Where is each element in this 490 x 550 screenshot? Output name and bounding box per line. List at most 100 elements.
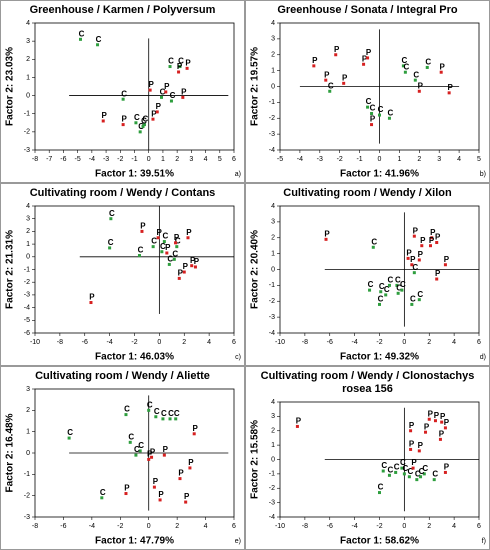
y-axis-label: Factor 2: 15.58% (250, 420, 261, 499)
x-tick-label: -8 (302, 523, 308, 530)
point (381, 469, 385, 473)
point-label: P (296, 417, 302, 426)
point-label: P (444, 418, 450, 427)
x-tick-label: -3 (103, 156, 109, 163)
x-tick-label: 2 (427, 339, 431, 346)
point (147, 408, 151, 412)
point-label: C (395, 275, 401, 284)
point (78, 37, 82, 41)
point (422, 472, 426, 476)
point-label: C (141, 117, 147, 126)
y-tick-label: -1 (24, 266, 30, 273)
point (124, 413, 128, 417)
y-tick-label: -1 (24, 471, 30, 478)
point (192, 432, 196, 436)
panel-label: c) (235, 354, 241, 361)
point (140, 229, 144, 233)
point (147, 457, 151, 461)
point (169, 99, 173, 103)
point (124, 492, 128, 496)
point (178, 65, 182, 69)
point-label: P (444, 463, 450, 472)
point-label: C (143, 115, 149, 124)
y-tick-label: -3 (24, 147, 30, 154)
point-label: P (151, 109, 157, 118)
point-label: C (67, 428, 73, 437)
point (295, 424, 299, 428)
panel: Cultivating room / Wendy / Contans -10 -8-… (0, 183, 245, 366)
y-tick-label: -3 (24, 514, 30, 521)
point (121, 123, 125, 127)
point-label: P (102, 111, 108, 120)
panel-label: e) (235, 538, 241, 545)
point-label: P (194, 257, 200, 266)
point (148, 88, 152, 92)
point (417, 449, 421, 453)
y-tick-label: -5 (24, 317, 30, 324)
x-axis-label: Factor 1: 46.03% (95, 352, 174, 363)
point-label: P (156, 102, 162, 111)
point (155, 110, 159, 114)
point-label: C (379, 282, 385, 291)
point-label: C (124, 405, 130, 414)
x-tick-label: 0 (157, 339, 161, 346)
point (162, 453, 166, 457)
y-tick-label: 4 (271, 203, 275, 210)
x-tick-label: 0 (378, 156, 382, 163)
point (410, 302, 414, 306)
point-label: C (79, 29, 85, 38)
y-tick-label: 3 (26, 38, 30, 45)
point (158, 498, 162, 502)
panel-label: d) (480, 354, 486, 361)
y-axis-label: Factor 2: 19.57% (250, 47, 261, 126)
y-tick-label: 2 (271, 235, 275, 242)
y-tick-label: 1 (271, 250, 275, 257)
point (387, 283, 391, 287)
x-tick-label: 0 (147, 156, 151, 163)
x-tick-label: -8 (32, 523, 38, 530)
point-label: C (396, 283, 402, 292)
point-label: C (151, 237, 157, 246)
point (174, 417, 178, 421)
point (328, 89, 332, 93)
point-label: P (163, 445, 169, 454)
x-tick-label: 0 (402, 339, 406, 346)
y-tick-label: -4 (269, 330, 275, 337)
point-label: C (100, 488, 106, 497)
y-tick-label: -2 (24, 493, 30, 500)
x-tick-label: -2 (117, 523, 123, 530)
panel: Cultivating room / Wendy / Xilon -10 -8 -6-… (245, 183, 490, 366)
point (396, 291, 400, 295)
x-tick-label: 6 (477, 339, 481, 346)
y-tick-label: 0 (26, 254, 30, 261)
y-axis-label: Factor 2: 20.40% (250, 230, 261, 309)
point-label: P (181, 87, 187, 96)
x-tick-label: -10 (275, 523, 285, 530)
y-tick-label: 3 (26, 216, 30, 223)
x-axis-label: Factor 1: 41.96% (340, 169, 419, 180)
y-tick-label: 1 (26, 74, 30, 81)
point (370, 123, 374, 127)
point (324, 78, 328, 82)
point-label: P (188, 458, 194, 467)
point-label: C (170, 91, 176, 100)
x-tick-label: -8 (32, 156, 38, 163)
x-tick-label: -2 (376, 523, 382, 530)
point (407, 475, 411, 479)
y-tick-label: -1 (269, 471, 275, 478)
point (439, 70, 443, 74)
y-tick-label: -1 (24, 111, 30, 118)
point (138, 449, 142, 453)
point-label: C (371, 237, 377, 246)
panel-title: Greenhouse / Sonata / Integral Pro (277, 4, 458, 16)
point (387, 116, 391, 120)
point (420, 244, 424, 248)
point-label: C (388, 465, 394, 474)
point-label: P (190, 256, 196, 265)
y-tick-label: 1 (26, 241, 30, 248)
point (193, 265, 197, 269)
point (443, 263, 447, 267)
x-tick-label: -4 (107, 339, 113, 346)
point-label: P (418, 81, 424, 90)
x-tick-label: 6 (232, 156, 236, 163)
